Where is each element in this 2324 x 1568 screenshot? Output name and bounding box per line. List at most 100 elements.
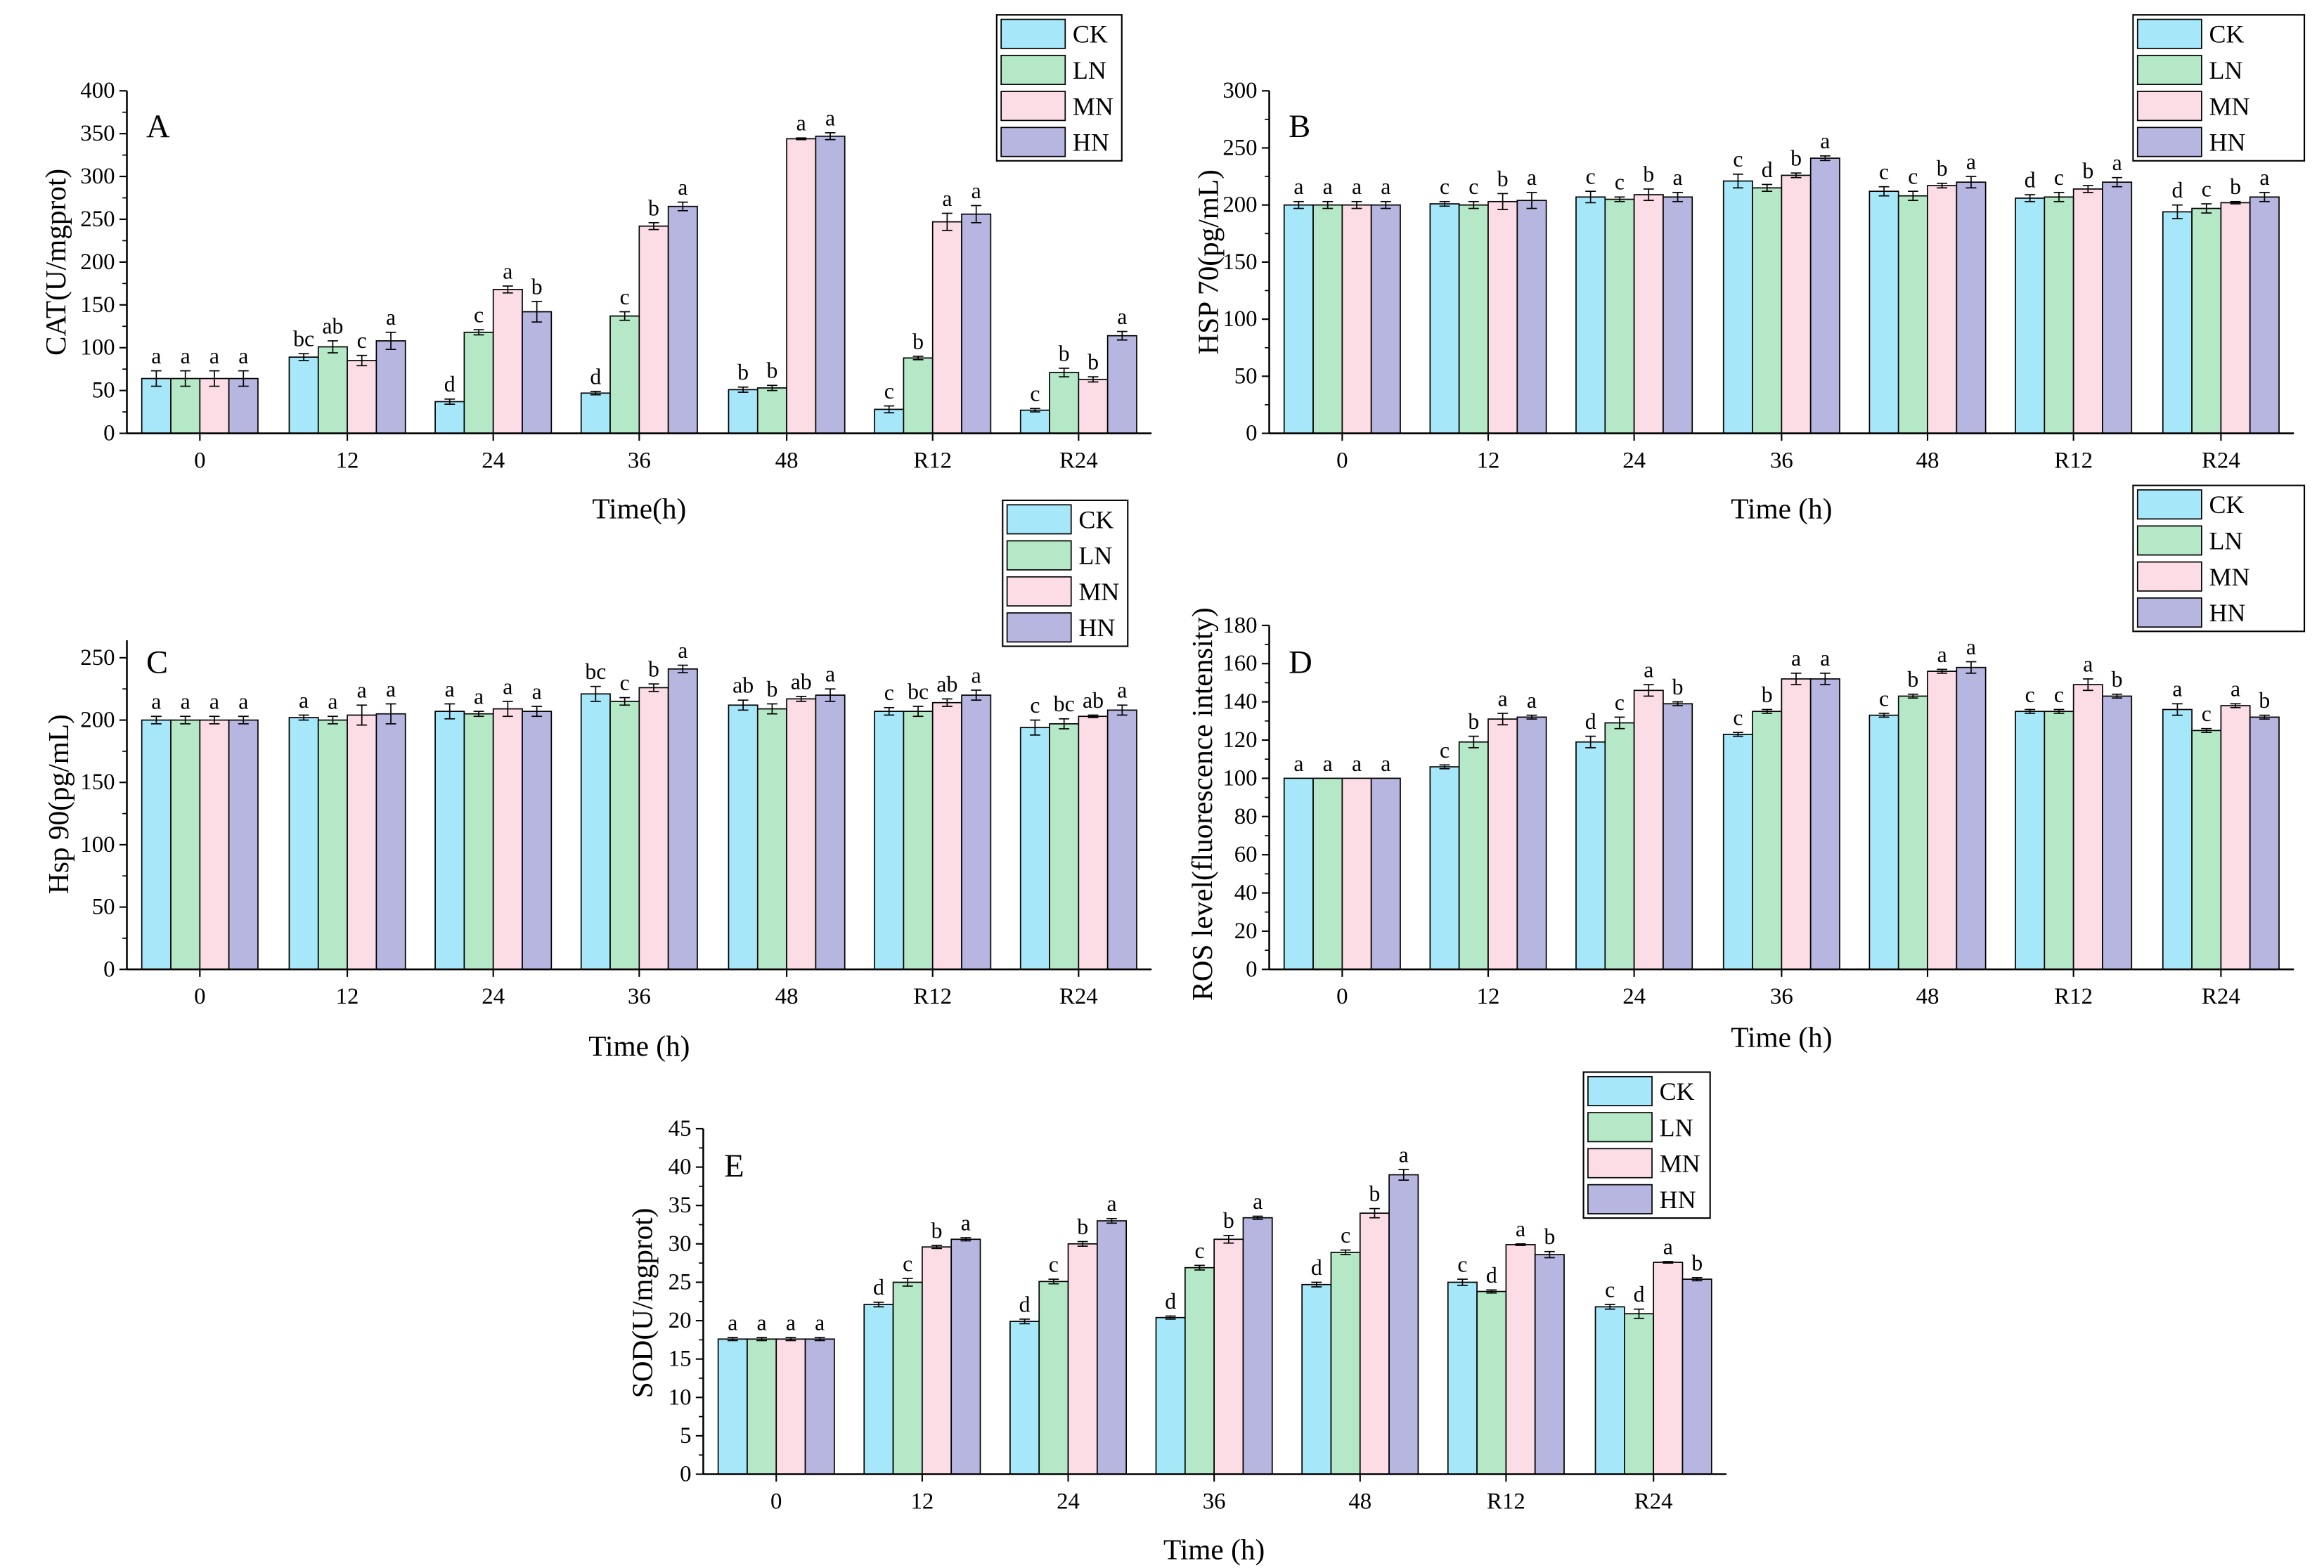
- legend-label: LN: [1073, 56, 1106, 84]
- x-tick-label: R12: [2054, 984, 2093, 1009]
- bar: [1312, 777, 1343, 971]
- significance-letter: a: [1117, 304, 1127, 329]
- y-tick-label: 15: [669, 1347, 692, 1372]
- bar: [728, 389, 758, 434]
- significance-letter: a: [386, 677, 396, 701]
- y-tick-label: 100: [1222, 765, 1257, 791]
- bar: [1604, 198, 1635, 434]
- significance-letter: b: [2230, 174, 2241, 199]
- significance-letter: a: [151, 689, 161, 714]
- significance-letter: c: [1879, 160, 1889, 184]
- legend-swatch-hn: [2136, 127, 2202, 157]
- bar: [874, 711, 905, 971]
- bar: [1078, 715, 1109, 971]
- significance-letter: c: [1615, 170, 1625, 195]
- significance-letter: a: [181, 689, 191, 714]
- legend: CK LN MN HN: [995, 14, 1123, 162]
- x-axis-title: Time (h): [588, 1030, 690, 1063]
- significance-letter: a: [1117, 678, 1127, 703]
- x-tick-label: R24: [2202, 448, 2240, 473]
- legend-label: LN: [2209, 527, 2242, 555]
- bar: [1213, 1238, 1244, 1475]
- x-axis-title: Time (h): [1163, 1533, 1265, 1566]
- significance-letter: b: [1087, 350, 1099, 375]
- y-axis-title: CAT(U/mgprot): [39, 169, 72, 356]
- bar: [1809, 157, 1840, 434]
- x-tick-label: 0: [194, 448, 205, 473]
- legend-label: CK: [2209, 20, 2244, 48]
- significance-letter: a: [971, 663, 981, 687]
- bar: [950, 1238, 981, 1475]
- bar: [1653, 1262, 1684, 1475]
- significance-letter: b: [531, 274, 543, 299]
- bar: [2249, 196, 2280, 434]
- x-tick-label: 24: [1622, 448, 1646, 473]
- bar: [1663, 703, 1693, 971]
- y-tick-label: 250: [80, 207, 115, 232]
- significance-letter: a: [825, 105, 835, 130]
- significance-letter: ab: [322, 313, 343, 338]
- y-axis-title: ROS level(fluorescence intensity): [1186, 607, 1219, 1001]
- significance-letter: a: [503, 259, 512, 283]
- bar: [1633, 194, 1664, 434]
- bar: [1341, 777, 1372, 971]
- significance-letter: a: [1352, 174, 1362, 199]
- y-tick-label: 120: [1222, 727, 1257, 753]
- y-tick-label: 400: [80, 78, 115, 103]
- bar: [863, 1304, 894, 1475]
- significance-letter: b: [1907, 667, 1918, 692]
- y-tick-label: 150: [80, 770, 115, 795]
- series-MN: aaa a a aa: [1341, 642, 2251, 971]
- significance-letter: a: [181, 344, 191, 368]
- y-tick-label: 180: [1222, 613, 1257, 638]
- x-tick-label: R24: [1059, 448, 1098, 473]
- significance-letter: a: [1106, 1191, 1116, 1216]
- bar: [2102, 695, 2133, 971]
- significance-letter: a: [2172, 677, 2182, 701]
- significance-letter: d: [873, 1275, 884, 1300]
- bar: [1927, 185, 1958, 434]
- significance-letter: a: [209, 689, 219, 714]
- bar: [1078, 378, 1109, 434]
- bar: [609, 315, 640, 434]
- significance-letter: c: [1030, 382, 1040, 406]
- significance-letter: a: [796, 111, 806, 136]
- y-axis-title: Hsp 90(pg/mL): [42, 714, 75, 894]
- x-tick-label: R12: [2054, 448, 2093, 473]
- significance-letter: b: [931, 1218, 943, 1243]
- bar: [728, 704, 758, 971]
- bar: [1505, 1244, 1536, 1475]
- bar: [1927, 670, 1958, 971]
- legend-label: LN: [1660, 1113, 1693, 1141]
- significance-letter: a: [971, 179, 981, 203]
- bar: [786, 698, 817, 971]
- y-tick-label: 0: [103, 421, 115, 446]
- significance-letter: a: [1253, 1189, 1263, 1214]
- significance-letter: b: [2082, 158, 2093, 183]
- bar: [775, 1338, 806, 1475]
- bar: [1956, 666, 1987, 971]
- bar: [961, 694, 992, 971]
- bar: [580, 392, 611, 434]
- significance-letter: a: [532, 679, 542, 704]
- x-axis-title: Time (h): [1731, 1021, 1832, 1054]
- significance-letter: ab: [1083, 688, 1104, 713]
- y-tick-label: 35: [669, 1193, 692, 1218]
- significance-letter: c: [1457, 1252, 1467, 1276]
- y-tick-label: 150: [1222, 250, 1257, 275]
- x-tick-label: 0: [1336, 448, 1348, 473]
- bar: [288, 356, 319, 434]
- bar: [1516, 716, 1547, 971]
- legend-label: MN: [1078, 578, 1119, 606]
- y-tick-label: 60: [1234, 842, 1258, 867]
- significance-letter: a: [1820, 646, 1830, 670]
- bar: [1359, 1212, 1390, 1475]
- bar: [2220, 705, 2251, 971]
- significance-letter: ab: [791, 669, 812, 694]
- bar: [1752, 187, 1783, 434]
